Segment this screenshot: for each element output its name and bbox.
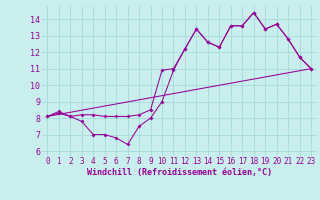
X-axis label: Windchill (Refroidissement éolien,°C): Windchill (Refroidissement éolien,°C) xyxy=(87,168,272,177)
